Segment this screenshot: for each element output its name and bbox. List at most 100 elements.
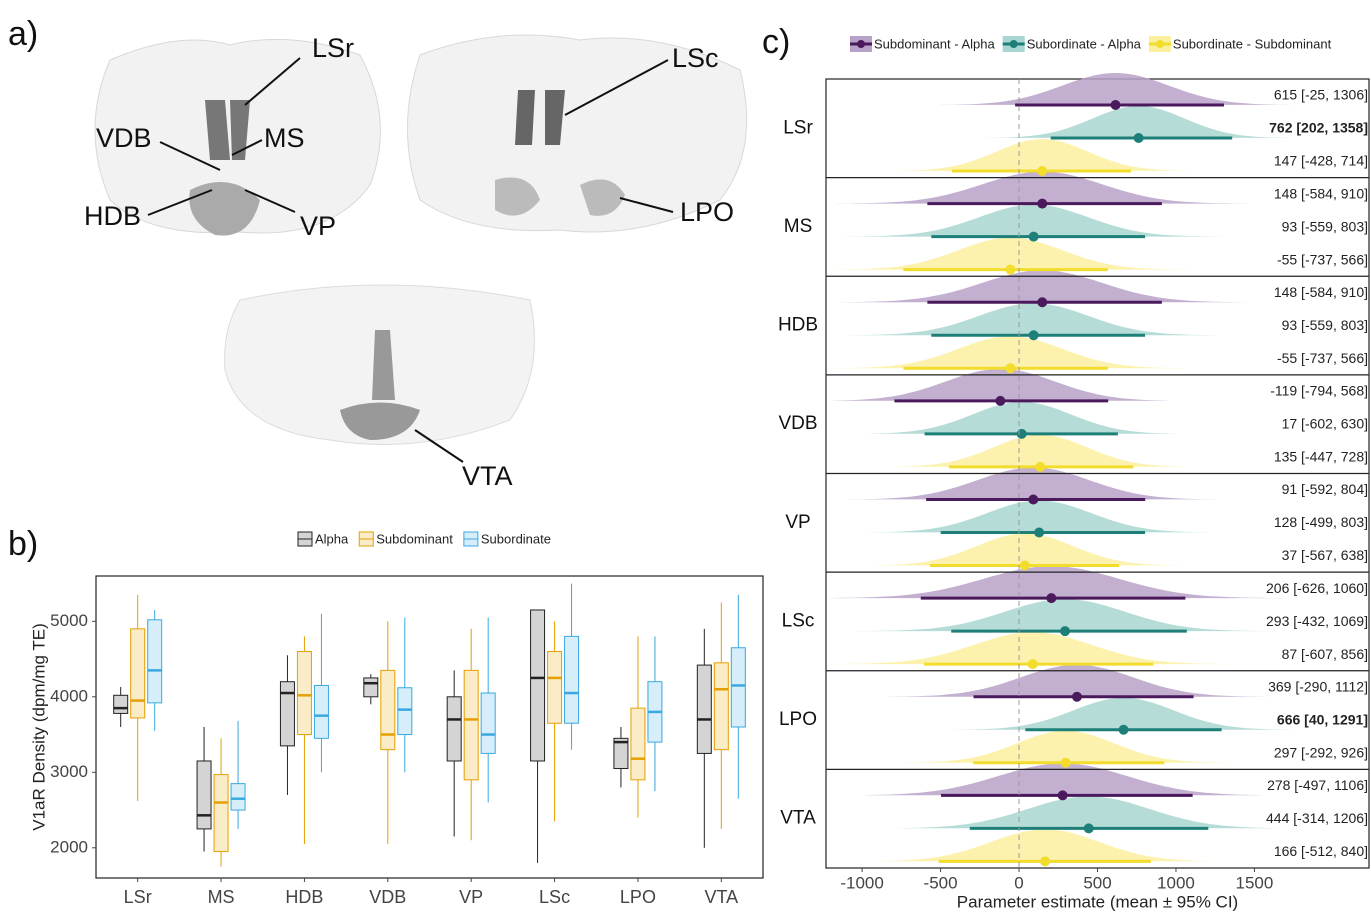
box	[313, 684, 329, 739]
mean-point	[1037, 297, 1048, 308]
mean-point	[1110, 100, 1121, 110]
mean-point	[1005, 264, 1016, 275]
row-label: VP	[785, 512, 810, 533]
mean-point	[1060, 626, 1071, 637]
box	[147, 619, 163, 704]
density	[842, 204, 1225, 237]
box	[463, 669, 479, 781]
legend-label: Subordinate - Alpha	[1027, 36, 1142, 51]
mean-point	[1040, 856, 1051, 867]
value-label: -119 [-794, 568]	[1270, 383, 1368, 399]
row-label: VTA	[780, 808, 816, 829]
box	[363, 677, 379, 698]
density	[929, 73, 1302, 105]
legend-label: Subordinate - Subdominant	[1173, 36, 1332, 51]
value-label: 297 [-292, 926]	[1274, 744, 1368, 760]
density	[832, 171, 1252, 204]
box	[230, 783, 246, 811]
value-label: 615 [-25, 1306]	[1274, 87, 1368, 103]
value-label: 135 [-447, 728]	[1274, 449, 1368, 465]
mean-point	[1005, 363, 1016, 374]
density	[827, 336, 1193, 369]
region-label: LSr	[312, 33, 354, 63]
y-tick-label: 3000	[50, 762, 88, 781]
density	[895, 730, 1237, 763]
row-label: LSc	[782, 610, 815, 631]
mean-point	[995, 395, 1006, 406]
density	[856, 533, 1194, 566]
x-tick-label: VP	[459, 887, 483, 907]
x-tick-label: LPO	[620, 887, 656, 907]
value-label: 91 [-592, 804]	[1282, 481, 1368, 497]
value-label: 666 [40, 1291]	[1277, 711, 1368, 727]
brain-sections	[94, 34, 748, 445]
value-label: 148 [-584, 910]	[1274, 185, 1368, 201]
legend-label: Subdominant	[376, 531, 453, 546]
x-axis-title: Parameter estimate (mean ± 95% CI)	[957, 892, 1238, 911]
mean-point	[1016, 428, 1027, 439]
x-tick-label: -1000	[840, 873, 883, 892]
density	[855, 829, 1235, 862]
value-label: 444 [-314, 1206]	[1266, 810, 1368, 826]
mean-point	[1057, 790, 1068, 801]
row-label: LSr	[783, 117, 813, 138]
mean-point	[1060, 757, 1071, 768]
mean-point	[1028, 494, 1039, 505]
value-label: 293 [-432, 1069]	[1266, 613, 1368, 629]
box	[713, 662, 729, 751]
density	[854, 599, 1276, 632]
density	[875, 796, 1302, 829]
legend-label: Subdominant - Alpha	[874, 36, 995, 51]
value-label: 762 [202, 1358]	[1269, 120, 1368, 136]
mean-point	[1046, 593, 1057, 604]
density	[827, 237, 1193, 270]
x-tick-label: 1500	[1236, 873, 1274, 892]
legend-label: Alpha	[315, 531, 349, 546]
x-tick-label: 500	[1083, 873, 1111, 892]
box	[696, 664, 712, 754]
x-tick-label: 1000	[1157, 873, 1195, 892]
box	[296, 651, 312, 736]
box	[480, 692, 496, 754]
density	[856, 500, 1222, 533]
density	[948, 697, 1299, 730]
box	[113, 694, 129, 714]
mean-point	[1028, 231, 1039, 242]
mean-point	[1083, 823, 1094, 834]
legend-label: Subordinate	[481, 531, 551, 546]
value-label: -55 [-737, 566]	[1277, 251, 1368, 267]
row-label: HDB	[778, 315, 818, 336]
box	[446, 696, 462, 762]
value-label: 147 [-428, 714]	[1274, 153, 1368, 169]
x-tick-label: VDB	[369, 887, 406, 907]
density	[837, 467, 1229, 500]
mean-point	[1035, 461, 1046, 472]
region-label: VTA	[462, 461, 513, 491]
density	[826, 566, 1288, 599]
row-label: MS	[784, 216, 813, 237]
y-axis-title: V1aR Density (dpm/mg TE)	[29, 623, 48, 831]
density	[826, 368, 1192, 401]
x-tick-label: 0	[1014, 873, 1023, 892]
mean-point	[1071, 691, 1082, 702]
region-label: LSc	[672, 43, 719, 73]
density	[880, 664, 1274, 697]
box	[547, 651, 563, 724]
row-label: VDB	[778, 413, 817, 434]
row-label: LPO	[779, 709, 817, 730]
box	[613, 737, 629, 770]
region-label: LPO	[680, 197, 734, 227]
mean-point	[1133, 133, 1144, 143]
y-tick-label: 2000	[50, 837, 88, 856]
value-label: 128 [-499, 803]	[1274, 514, 1368, 530]
legend-swatch-point	[1009, 40, 1018, 48]
density	[827, 632, 1238, 665]
region-label: HDB	[84, 201, 141, 231]
box	[564, 635, 580, 724]
value-label: 87 [-607, 856]	[1282, 646, 1368, 662]
value-label: 93 [-559, 803]	[1282, 218, 1368, 234]
box	[213, 774, 229, 853]
box	[630, 707, 646, 781]
panel-label: a)	[8, 15, 38, 53]
